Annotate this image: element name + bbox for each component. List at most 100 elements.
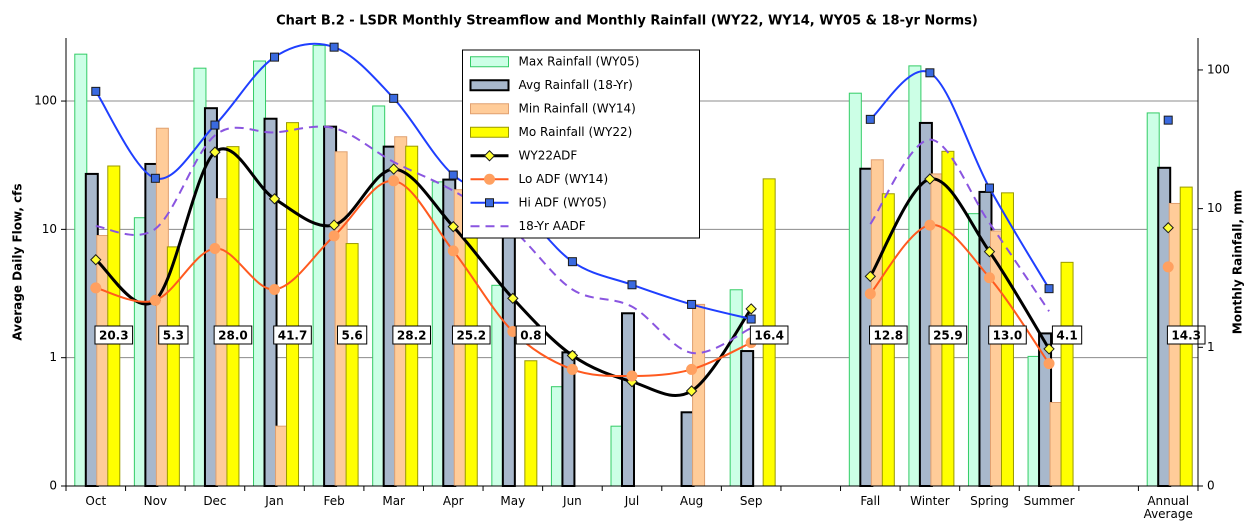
bar	[275, 425, 289, 487]
data-label-text: 28.2	[397, 329, 427, 343]
bar	[286, 122, 300, 487]
legend-marker	[484, 173, 495, 185]
marker	[1044, 284, 1054, 294]
marker	[1162, 261, 1174, 273]
x-tick-label: Dec	[203, 494, 227, 508]
marker	[269, 283, 281, 295]
marker	[389, 93, 399, 103]
legend-swatch	[469, 79, 510, 92]
x-tick-label: Spring	[970, 494, 1009, 508]
marker	[270, 52, 280, 62]
x-tick-label: Jan	[265, 494, 284, 508]
marker	[268, 193, 281, 205]
data-label-text: 20.3	[99, 329, 129, 343]
y-tick-label: 0	[49, 479, 57, 493]
data-label: 28.0	[213, 325, 253, 345]
bar	[263, 117, 278, 487]
marker	[924, 219, 936, 231]
line	[869, 177, 1051, 350]
data-label: 5.3	[158, 325, 189, 345]
data-label-box	[928, 325, 968, 345]
bar	[334, 151, 348, 487]
legend-swatch	[470, 56, 509, 68]
marker	[91, 86, 101, 96]
marker	[1043, 358, 1055, 370]
bar	[394, 136, 408, 487]
marker	[983, 272, 995, 284]
x-tick-label: Winter	[910, 494, 950, 508]
bar	[501, 234, 516, 487]
marker	[864, 288, 876, 300]
legend-swatch	[470, 126, 509, 138]
legend-label: Max Rainfall (WY05)	[519, 54, 640, 68]
marker	[328, 219, 340, 231]
data-label-box	[869, 325, 908, 345]
legend-label: WY22ADF	[519, 148, 578, 162]
x-tick-label: Aug	[679, 494, 704, 508]
marker	[627, 280, 637, 290]
x-tick-label: Feb	[323, 494, 345, 508]
data-label-box	[1166, 325, 1206, 345]
data-label-box	[988, 325, 1027, 345]
y-axis-title: Average Daily Flow, cfs	[11, 183, 25, 340]
marker	[1162, 222, 1174, 234]
data-label-text: 4.1	[1056, 329, 1077, 343]
data-label-box	[392, 325, 431, 345]
data-label-text: 0.8	[520, 329, 541, 343]
legend: Max Rainfall (WY05) Avg Rainfall (18-Yr) M…	[462, 49, 700, 239]
data-label: 4.1	[1051, 325, 1083, 345]
x-tick-label: Annual Average	[1143, 494, 1193, 521]
data-label-box	[213, 325, 253, 345]
data-label-text: 25.2	[456, 329, 486, 343]
chart-title: Chart B.2 - LSDR Monthly Streamflow and …	[276, 14, 978, 29]
line-series	[91, 42, 1173, 324]
marker	[90, 282, 102, 294]
bar	[323, 125, 338, 488]
data-label: 41.7	[273, 325, 312, 345]
data-label-text: 5.6	[341, 329, 362, 343]
marker	[447, 220, 459, 233]
marker	[686, 363, 698, 375]
line	[94, 147, 753, 397]
data-label-box	[273, 325, 312, 345]
y2-tick-label: 100	[1207, 62, 1230, 76]
x-tick-label: Mar	[382, 494, 405, 508]
marker	[567, 257, 577, 267]
marker	[90, 254, 102, 266]
data-label-text: 12.8	[874, 329, 904, 343]
data-label: 25.2	[451, 325, 491, 345]
bar	[382, 145, 397, 487]
y-tick-label: 10	[42, 222, 57, 236]
marker	[448, 170, 458, 180]
legend-swatch	[470, 103, 509, 115]
bar	[680, 411, 695, 487]
bar	[524, 360, 538, 487]
x-tick-label: Fall	[860, 494, 881, 508]
marker	[210, 120, 220, 130]
marker	[328, 230, 340, 242]
bar	[692, 303, 706, 487]
legend-label: Lo ADF (WY14)	[519, 172, 609, 186]
data-label-box	[94, 325, 134, 345]
bar	[144, 162, 159, 487]
marker	[984, 183, 994, 193]
bar	[740, 350, 755, 488]
data-label: 5.6	[336, 325, 368, 345]
marker	[865, 114, 875, 124]
data-label: 20.3	[94, 325, 134, 345]
data-label-box	[158, 325, 189, 345]
data-label: 13.0	[988, 325, 1027, 345]
x-tick-label: Nov	[143, 494, 168, 508]
data-label: 25.9	[928, 325, 968, 345]
data-label-box	[336, 325, 368, 345]
marker	[387, 163, 400, 175]
data-label: 12.8	[869, 325, 908, 345]
marker	[925, 68, 935, 78]
x-tick-label: Summer	[1023, 494, 1075, 508]
legend-label: Hi ADF (WY05)	[519, 195, 607, 209]
marker	[566, 363, 578, 375]
line	[95, 125, 752, 355]
bar	[941, 150, 955, 487]
marker	[447, 245, 459, 257]
marker	[507, 292, 519, 305]
